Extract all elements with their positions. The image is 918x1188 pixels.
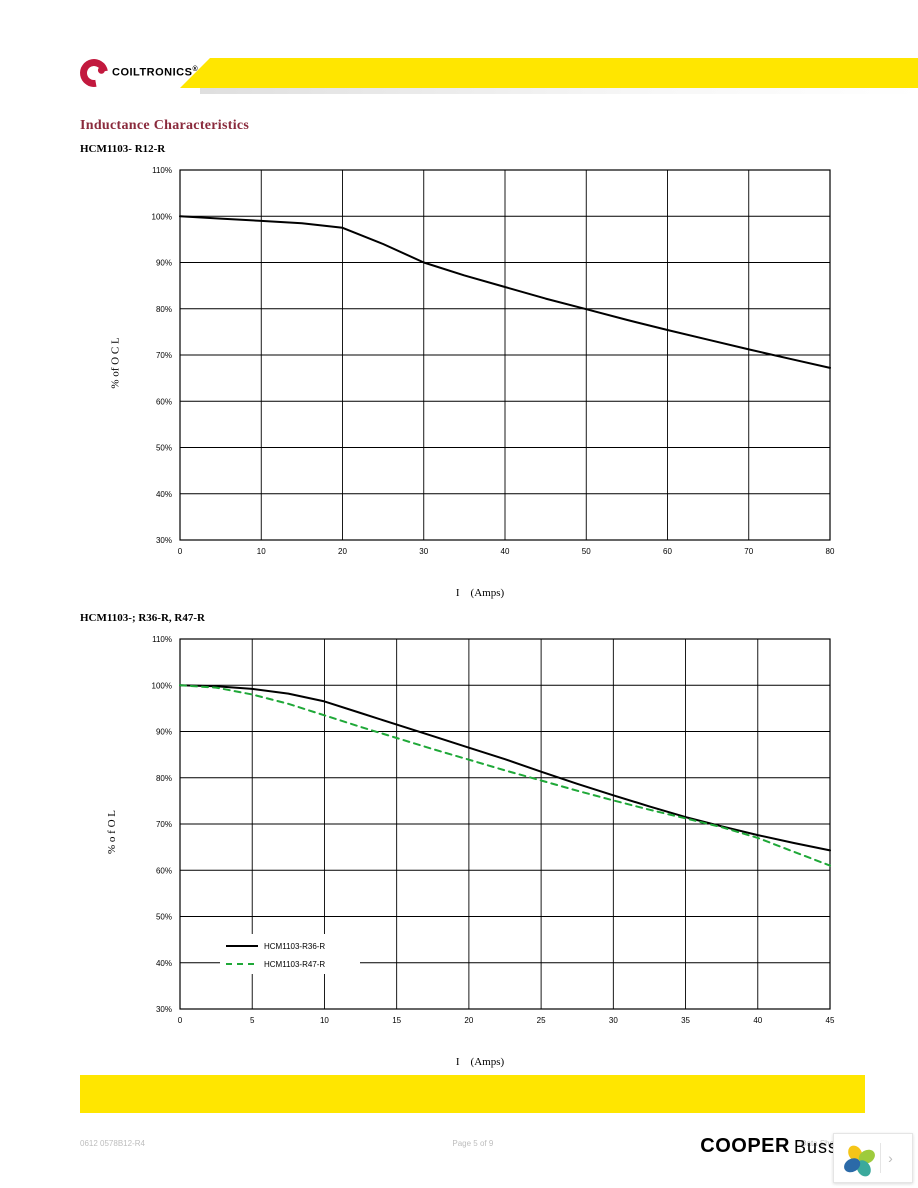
chart1: % of O C L 0102030405060708030%40%50%60%… <box>120 160 840 565</box>
svg-text:10: 10 <box>320 1016 329 1025</box>
chart1-label: HCM1103- R12-R <box>80 143 165 155</box>
chart2-ylabel: % o f O L <box>106 810 118 854</box>
cooper-bold: COOPER <box>700 1135 790 1158</box>
chart1-xlabel-units: (Amps) <box>471 587 505 599</box>
svg-text:60%: 60% <box>156 397 172 406</box>
svg-text:80%: 80% <box>156 774 172 783</box>
viewer-logo-icon <box>846 1144 874 1172</box>
svg-text:90%: 90% <box>156 259 172 268</box>
brand-reg: ® <box>192 66 198 73</box>
header: COILTRONICS® <box>80 55 918 90</box>
next-page-button[interactable]: › <box>880 1143 900 1173</box>
svg-text:80%: 80% <box>156 305 172 314</box>
svg-text:20: 20 <box>338 547 347 556</box>
svg-text:110%: 110% <box>152 635 172 644</box>
svg-text:70: 70 <box>744 547 753 556</box>
svg-text:30%: 30% <box>156 536 172 545</box>
chart1-ylabel: % of O C L <box>110 337 122 388</box>
cooper-thin: Buss <box>794 1137 838 1158</box>
svg-text:HCM1103-R36-R: HCM1103-R36-R <box>264 942 325 951</box>
svg-text:10: 10 <box>257 547 266 556</box>
chart1-xlabel: I (Amps) <box>120 587 840 599</box>
svg-text:100%: 100% <box>152 212 172 221</box>
svg-text:90%: 90% <box>156 728 172 737</box>
svg-text:60: 60 <box>663 547 672 556</box>
svg-text:30%: 30% <box>156 1005 172 1014</box>
svg-text:15: 15 <box>392 1016 401 1025</box>
svg-text:45: 45 <box>826 1016 835 1025</box>
chart1-xlabel-i: I <box>456 587 460 599</box>
footer-left: 0612 0578B12-R4 <box>80 1139 145 1148</box>
svg-text:0: 0 <box>178 1016 183 1025</box>
footer-center: Page 5 of 9 <box>452 1139 493 1148</box>
chart2-svg: 0 5 10 15 20 25 30 35 40 45 30% 40% 50% 60% 70% 80% 90% 1… <box>120 629 840 1034</box>
svg-text:80: 80 <box>826 547 835 556</box>
svg-text:5: 5 <box>250 1016 255 1025</box>
svg-text:100%: 100% <box>152 681 172 690</box>
svg-text:50: 50 <box>582 547 591 556</box>
svg-text:0: 0 <box>178 547 183 556</box>
svg-text:70%: 70% <box>156 820 172 829</box>
svg-text:40%: 40% <box>156 959 172 968</box>
chart2-xlabel-i: I <box>456 1056 460 1068</box>
svg-text:HCM1103-R47-R: HCM1103-R47-R <box>264 960 325 969</box>
svg-text:20: 20 <box>464 1016 473 1025</box>
logo-mark-icon <box>75 53 114 92</box>
chart2-label: HCM1103-; R36-R, R47-R <box>80 612 205 624</box>
chart2: % o f O L 05101520253035404530%40%50%60%… <box>120 629 840 1034</box>
svg-text:110%: 110% <box>152 166 172 175</box>
svg-text:50%: 50% <box>156 913 172 922</box>
svg-text:70%: 70% <box>156 351 172 360</box>
svg-text:25: 25 <box>537 1016 546 1025</box>
logo-text: COILTRONICS® <box>112 66 198 79</box>
svg-text:50%: 50% <box>156 444 172 453</box>
svg-text:40: 40 <box>501 547 510 556</box>
svg-text:35: 35 <box>681 1016 690 1025</box>
chart1-svg: 0 10 20 30 40 50 60 70 80 30% 40% 50% 60% 70% 80% 90% 10… <box>120 160 840 565</box>
coiltronics-logo: COILTRONICS® <box>80 59 198 87</box>
svg-text:30: 30 <box>609 1016 618 1025</box>
svg-text:40: 40 <box>753 1016 762 1025</box>
svg-text:30: 30 <box>419 547 428 556</box>
section-title: Inductance Characteristics <box>80 118 249 134</box>
brand-name: COILTRONICS <box>112 67 192 79</box>
cooper-buss-logo: COOPER Buss <box>700 1135 838 1158</box>
chart2-xlabel: I (Amps) <box>120 1056 840 1068</box>
svg-text:40%: 40% <box>156 490 172 499</box>
svg-text:60%: 60% <box>156 866 172 875</box>
viewer-nav-widget: › <box>833 1133 913 1183</box>
footer-yellow-band <box>80 1075 865 1113</box>
chart2-xlabel-units: (Amps) <box>471 1056 505 1068</box>
